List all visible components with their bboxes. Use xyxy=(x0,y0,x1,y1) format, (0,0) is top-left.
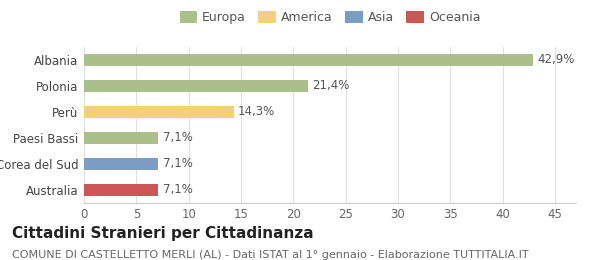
Text: 14,3%: 14,3% xyxy=(238,105,275,118)
Bar xyxy=(84,184,158,196)
Text: COMUNE DI CASTELLETTO MERLI (AL) - Dati ISTAT al 1° gennaio - Elaborazione TUTTI: COMUNE DI CASTELLETTO MERLI (AL) - Dati … xyxy=(12,250,529,260)
Text: 7,1%: 7,1% xyxy=(163,157,193,170)
Legend: Europa, America, Asia, Oceania: Europa, America, Asia, Oceania xyxy=(175,6,485,29)
Bar xyxy=(84,80,308,92)
Text: 7,1%: 7,1% xyxy=(163,183,193,196)
Text: 21,4%: 21,4% xyxy=(312,79,350,92)
Text: 7,1%: 7,1% xyxy=(163,131,193,144)
Text: 42,9%: 42,9% xyxy=(537,53,575,66)
Bar xyxy=(84,106,233,118)
Bar xyxy=(84,132,158,144)
Text: Cittadini Stranieri per Cittadinanza: Cittadini Stranieri per Cittadinanza xyxy=(12,226,314,241)
Bar xyxy=(84,54,533,66)
Bar xyxy=(84,158,158,170)
